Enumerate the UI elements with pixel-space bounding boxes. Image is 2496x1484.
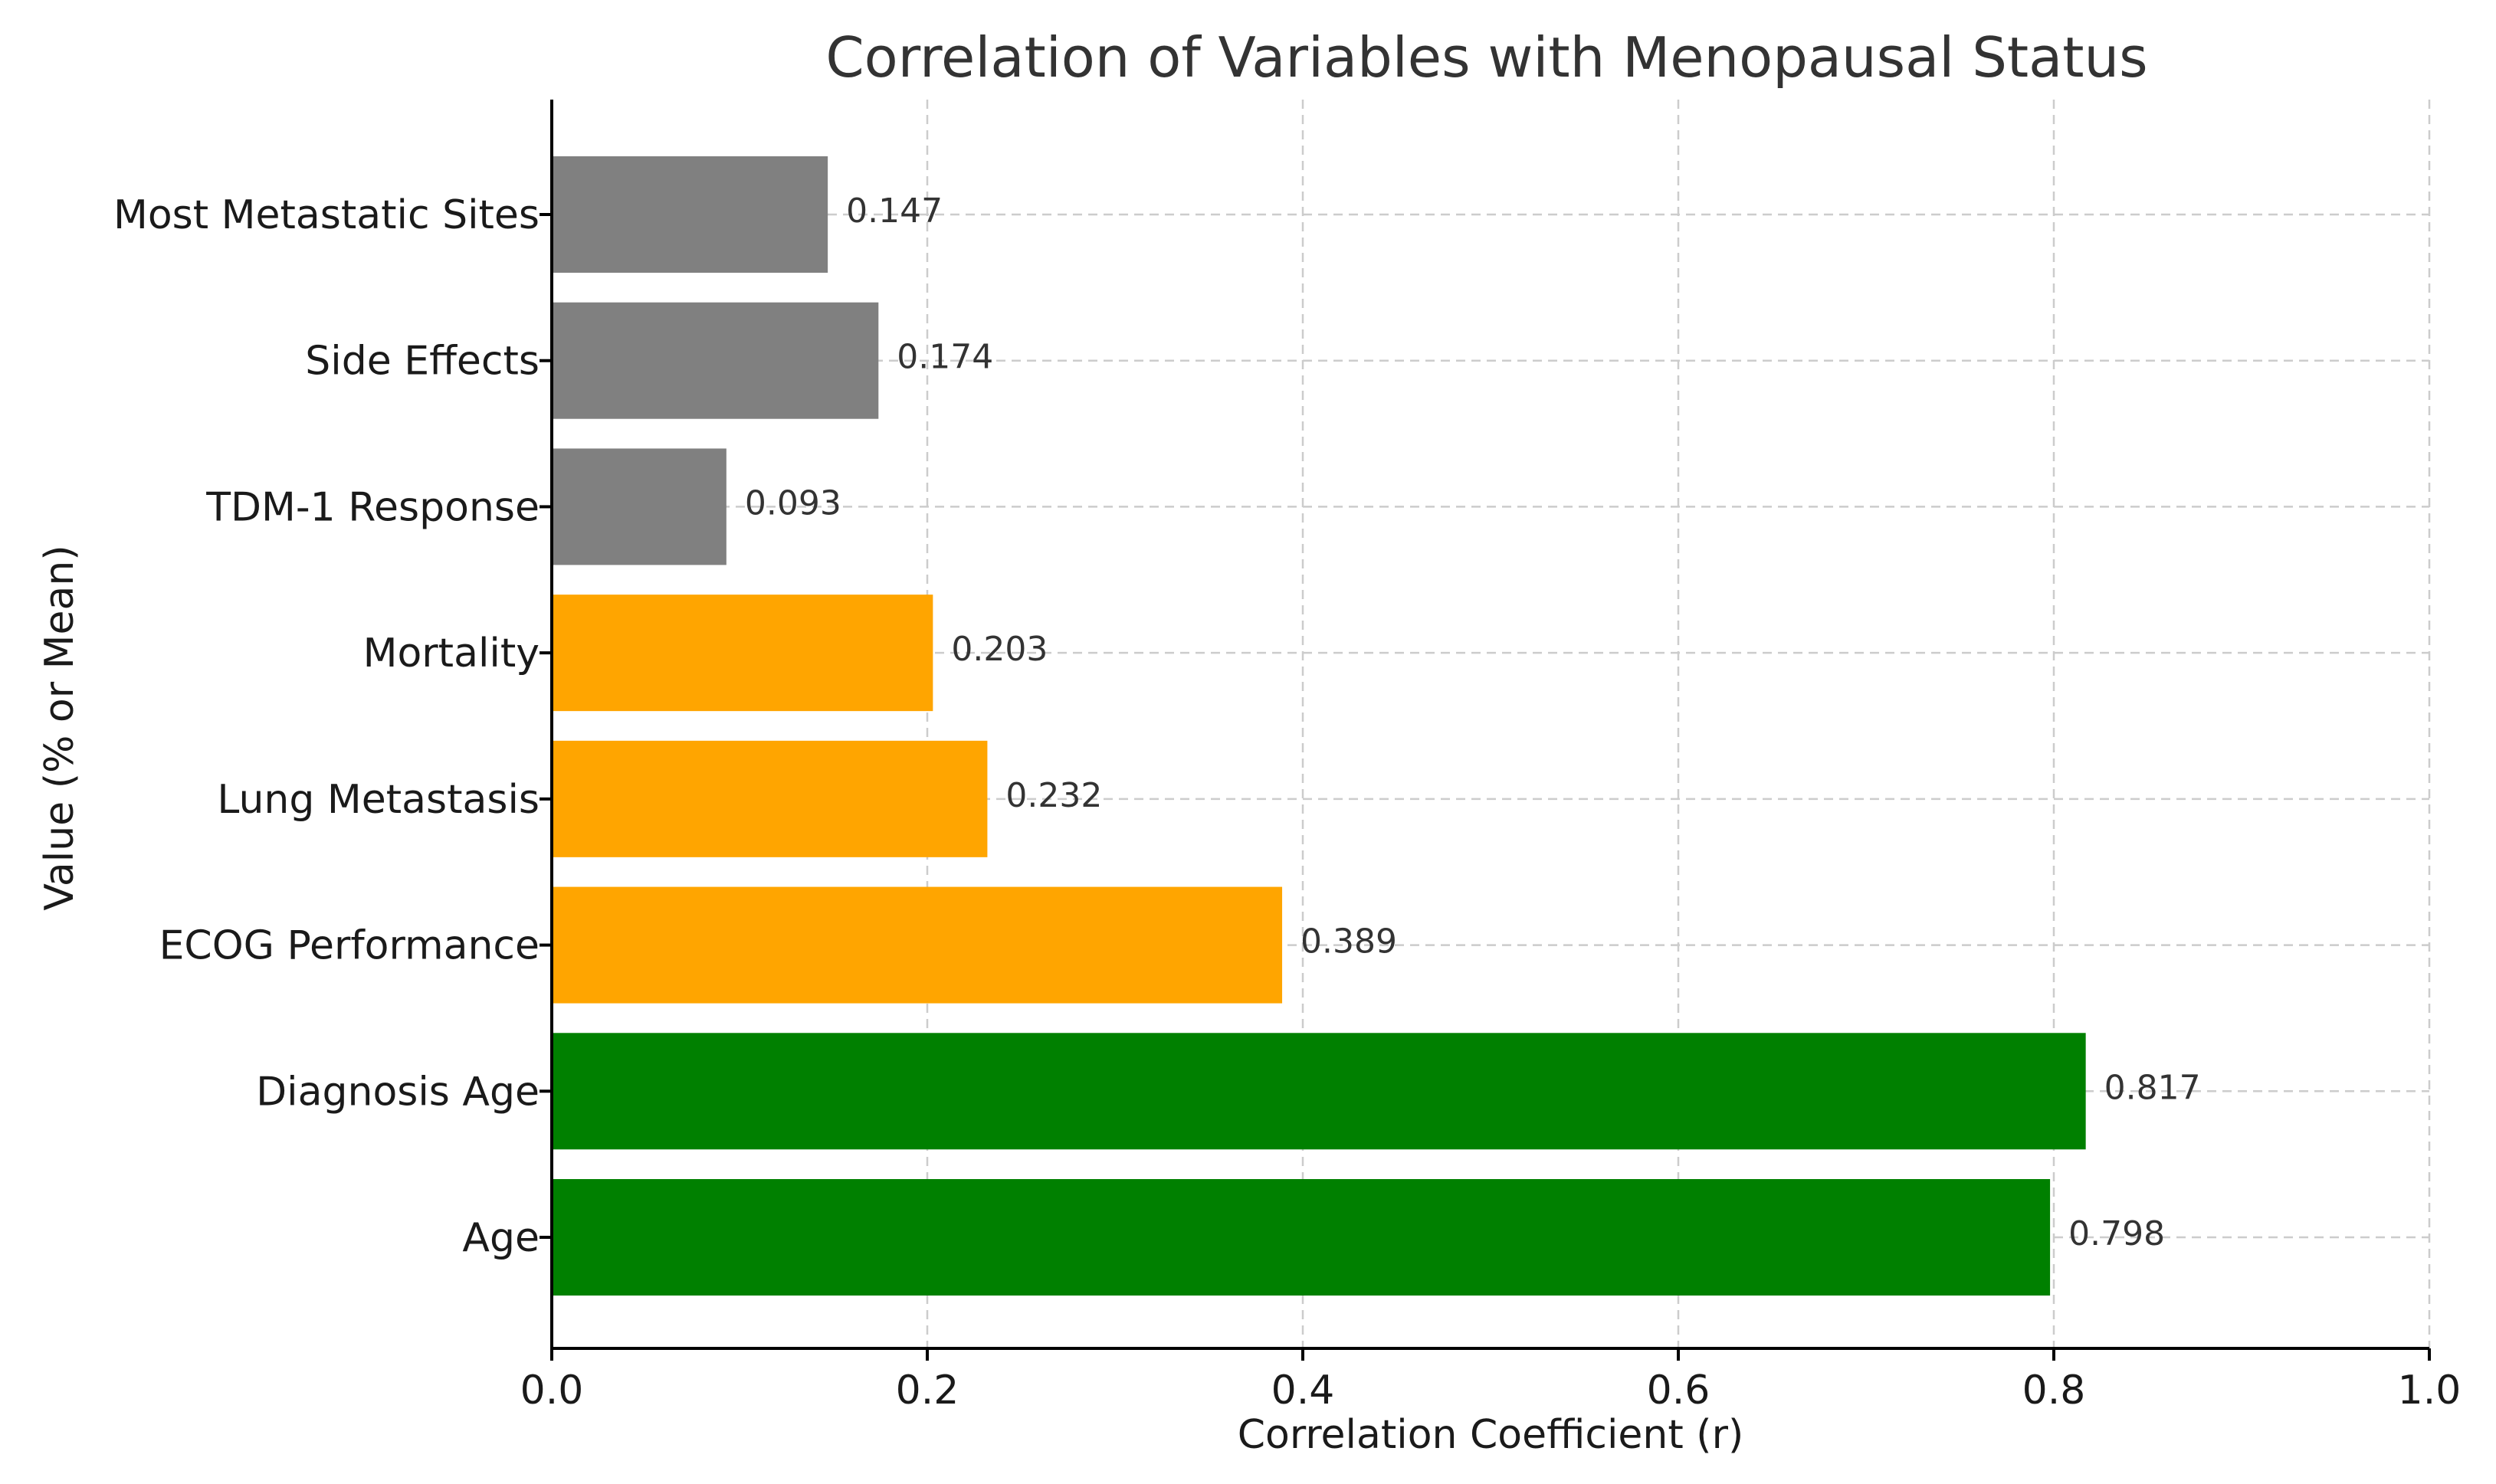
bar <box>552 448 726 565</box>
y-axis-label: Value (% or Mean) <box>37 545 83 910</box>
x-tick-label: 0.0 <box>520 1368 584 1414</box>
x-tick-label: 0.6 <box>1647 1368 1710 1414</box>
value-labels: 0.147 0.174 0.093 0.203 0.232 0.389 0.817 0.798 <box>745 192 2201 1253</box>
y-tick-label: Lung Metastasis <box>217 777 540 823</box>
bar <box>552 302 879 419</box>
bar <box>552 886 1283 1004</box>
y-tick-label: ECOG Performance <box>159 923 540 969</box>
bar <box>552 740 988 857</box>
x-tick-label: 0.2 <box>896 1368 959 1414</box>
y-tick-label: Side Effects <box>305 339 540 385</box>
bar-value-label: 0.232 <box>1005 776 1102 815</box>
bar-value-label: 0.174 <box>897 338 993 377</box>
bar-value-label: 0.203 <box>951 630 1048 669</box>
bar-value-label: 0.147 <box>846 192 943 231</box>
y-tick-label: Mortality <box>363 631 540 676</box>
y-tick-label: Diagnosis Age <box>256 1069 540 1115</box>
y-axis-ticks: Most Metastatic Sites Side Effects TDM-1 R… <box>113 192 552 1261</box>
bar-value-label: 0.817 <box>2104 1068 2201 1107</box>
bar <box>552 156 828 273</box>
x-tick-label: 1.0 <box>2398 1368 2462 1414</box>
bar <box>552 1033 2086 1150</box>
bar-value-label: 0.798 <box>2068 1214 2165 1253</box>
x-axis-label: Correlation Coefficient (r) <box>1238 1412 1744 1458</box>
bar <box>552 595 933 712</box>
y-tick-label: Age <box>462 1215 540 1261</box>
chart-title: Correlation of Variables with Menopausal… <box>825 25 2147 90</box>
bar-value-label: 0.093 <box>745 483 841 523</box>
bars <box>552 156 2086 1296</box>
bar <box>552 1179 2051 1296</box>
x-axis-ticks: 0.0 0.2 0.4 0.6 0.8 1.0 <box>520 1348 2462 1414</box>
y-tick-label: TDM-1 Response <box>205 484 540 530</box>
y-tick-label: Most Metastatic Sites <box>113 192 540 238</box>
x-tick-label: 0.4 <box>1271 1368 1335 1414</box>
x-tick-label: 0.8 <box>2022 1368 2086 1414</box>
bar-value-label: 0.389 <box>1300 922 1397 961</box>
